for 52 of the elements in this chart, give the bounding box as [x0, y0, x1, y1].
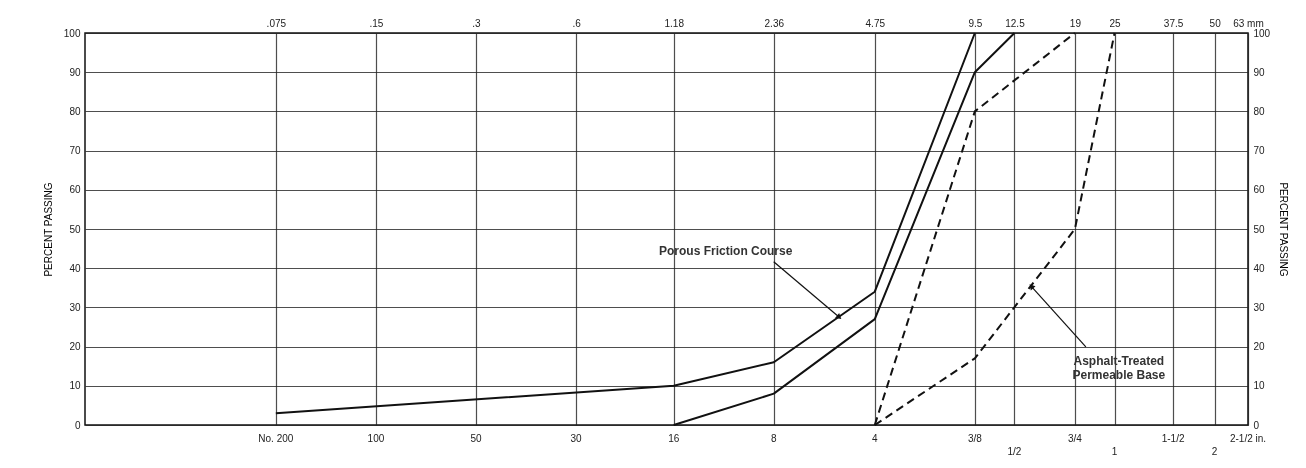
y2-tick-label: 80 — [1253, 105, 1266, 117]
y2-tick-label: 40 — [1253, 262, 1266, 274]
y2-tick-label: 0 — [1253, 419, 1260, 431]
x-tick-label: 50 — [1209, 17, 1222, 29]
x-tick-label: 9.5 — [968, 17, 983, 29]
y2-tick-label: 30 — [1253, 301, 1266, 313]
y-tick-label: 50 — [69, 223, 81, 235]
y-tick-label: 80 — [69, 105, 81, 117]
y-tick-label: 70 — [69, 145, 81, 157]
y2-tick-label: 100 — [1253, 27, 1271, 39]
text: 3/8 — [967, 433, 983, 444]
y2-tick-label: 10 — [1253, 380, 1266, 392]
text: 1 — [1111, 446, 1118, 457]
text: 2 — [1211, 446, 1218, 457]
x-tick-label: 25 — [1109, 17, 1122, 29]
text: 4 — [872, 433, 878, 444]
x-tick-label: 19 — [1069, 17, 1082, 29]
x-tick-label: 37.5 — [1163, 17, 1184, 29]
text: 100 — [367, 433, 385, 444]
x-tick-label: 1.18 — [664, 17, 685, 29]
x-tick-label: .15 — [369, 17, 384, 29]
x-tick-label: .3 — [472, 17, 482, 29]
text: 8 — [771, 433, 778, 444]
y-tick-label: 40 — [69, 262, 81, 274]
y-tick-label: 10 — [69, 380, 81, 392]
text: No. 200 — [258, 433, 294, 444]
text: 1/2 — [1007, 446, 1022, 457]
x-tick-label: 12.5 — [1005, 17, 1026, 29]
y-tick-label: 30 — [69, 301, 81, 313]
text: 2-1/2 in. — [1229, 433, 1267, 444]
y-axis-title: PERCENT PASSING — [42, 182, 54, 277]
x-tick-label: 63 mm — [1233, 17, 1264, 29]
y2-tick-label: 50 — [1253, 223, 1266, 235]
y2-tick-label: 70 — [1253, 145, 1266, 157]
y2-tick-label: 90 — [1253, 66, 1266, 78]
x-tick-label: 4.75 — [865, 17, 886, 29]
x-tick-label: .6 — [572, 17, 582, 29]
y-tick-label: 20 — [69, 341, 81, 353]
y2-axis-title: PERCENT PASSING — [1278, 182, 1290, 277]
y-tick-label: 0 — [74, 419, 81, 431]
text: 30 — [570, 433, 583, 444]
y-tick-label: 90 — [69, 66, 81, 78]
y2-tick-label: 20 — [1253, 341, 1266, 353]
y-tick-label: 60 — [69, 184, 81, 196]
text: 3/4 — [1067, 433, 1083, 444]
y2-tick-label: 60 — [1253, 184, 1266, 196]
x-tick-label: 2.36 — [764, 17, 785, 29]
text: 50 — [470, 433, 482, 444]
text: 16 — [668, 433, 680, 444]
text: 1-1/2 — [1161, 433, 1185, 444]
x-tick-label: .075 — [266, 17, 287, 29]
y-tick-label: 100 — [63, 27, 81, 39]
